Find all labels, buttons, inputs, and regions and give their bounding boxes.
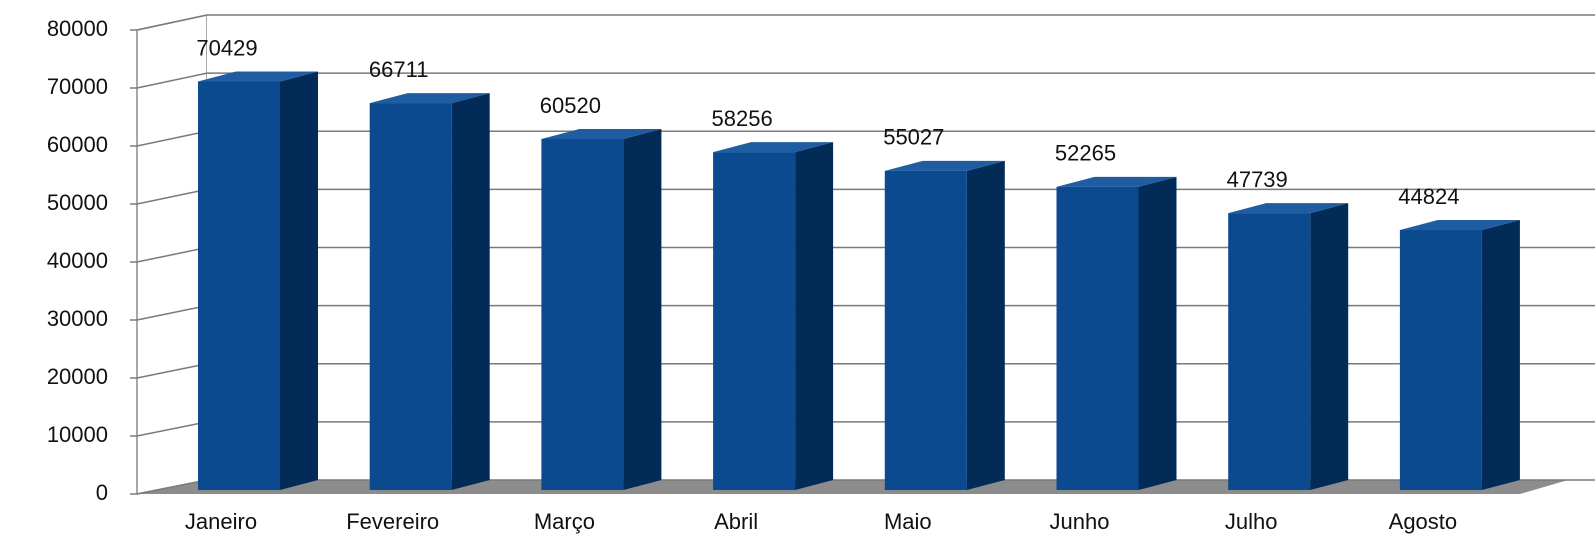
bar (1399, 230, 1482, 490)
bar (369, 103, 452, 490)
bar-top (369, 93, 490, 104)
data-label: 52265 (1055, 141, 1116, 166)
bar-side (451, 93, 490, 490)
x-tick-label: Junho (1050, 509, 1110, 534)
bar-top (1399, 220, 1520, 231)
x-tick-label: Agosto (1389, 509, 1458, 534)
grid-line (136, 14, 1595, 31)
bar (1228, 213, 1311, 490)
bar-side (1310, 203, 1349, 490)
y-tick-label: 20000 (47, 364, 108, 389)
data-label: 66711 (369, 57, 429, 82)
x-tick-label: Julho (1225, 509, 1278, 534)
bar (713, 152, 796, 490)
data-label: 44824 (1398, 184, 1459, 209)
bar-top (1056, 176, 1177, 187)
bar-top (198, 71, 318, 82)
x-tick-label: Abril (714, 509, 758, 534)
y-tick-label: 50000 (47, 190, 108, 215)
y-tick-label: 80000 (47, 16, 108, 41)
data-label: 47739 (1227, 167, 1288, 192)
bar-top (713, 142, 834, 153)
x-tick-label: Maio (884, 509, 932, 534)
bar-side (623, 128, 662, 490)
x-tick-label: Fevereiro (346, 509, 439, 534)
bar-side (966, 160, 1005, 491)
data-label: 58256 (712, 106, 773, 131)
bar (1056, 186, 1139, 490)
bar (541, 138, 624, 490)
y-tick-label: 30000 (47, 306, 108, 331)
bar-side (280, 71, 318, 490)
bar-top (884, 160, 1005, 171)
x-tick-label: Janeiro (185, 509, 257, 534)
x-tick-label: Março (534, 509, 595, 534)
bar-side (1481, 220, 1520, 490)
bar-top (1228, 203, 1349, 214)
bar-side (1138, 176, 1177, 490)
bar (884, 170, 967, 491)
y-tick-label: 60000 (47, 132, 108, 157)
data-label: 70429 (196, 35, 257, 60)
y-tick-label: 70000 (47, 74, 108, 99)
bar-top (541, 128, 662, 139)
grid-line (136, 72, 1595, 89)
y-tick-label: 0 (96, 480, 108, 505)
data-label: 60520 (540, 93, 601, 118)
data-label: 55027 (883, 125, 944, 150)
floor (137, 480, 1568, 494)
bar-side (795, 142, 834, 490)
bar (198, 81, 280, 490)
y-tick-label: 40000 (47, 248, 108, 273)
y-tick-label: 10000 (47, 422, 108, 447)
